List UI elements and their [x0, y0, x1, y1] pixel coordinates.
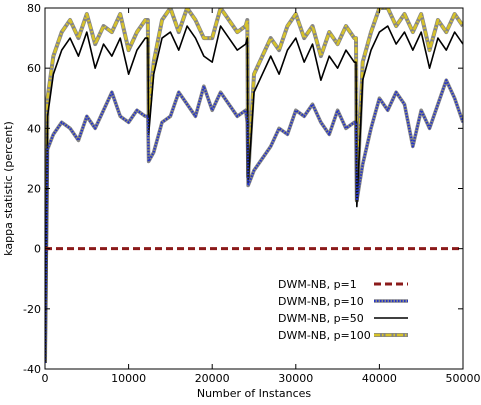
x-tick-label: 0	[42, 372, 49, 385]
series-outline-dwm-nb-p-100	[45, 8, 463, 363]
legend-label-dwm-nb-p-50: DWM-NB, p=50	[278, 312, 364, 325]
y-tick-label: 20	[27, 183, 41, 196]
y-tick-label: 0	[34, 243, 41, 256]
series-outline-dwm-nb-p-10	[45, 78, 463, 364]
y-tick-label: -40	[23, 363, 41, 376]
legend: DWM-NB, p=1 DWM-NB, p=10 DWM-NB, p=50 DWM-N…	[278, 278, 408, 342]
series-group	[45, 8, 463, 364]
legend-label-dwm-nb-p-1: DWM-NB, p=1	[278, 278, 357, 291]
x-tick-label: 20000	[195, 372, 230, 385]
y-tick-label: 80	[27, 2, 41, 15]
y-axis-label: kappa statistic (percent)	[2, 121, 15, 256]
x-tick-label: 10000	[111, 372, 146, 385]
plot-frame	[44, 7, 464, 370]
series-line-dwm-nb-p-10	[45, 79, 463, 363]
y-tick-label: 40	[27, 122, 41, 135]
legend-label-dwm-nb-p-100: DWM-NB, p=100	[278, 329, 371, 342]
x-tick-label: 50000	[446, 372, 481, 385]
y-tick-label: -20	[23, 303, 41, 316]
series-line-dwm-nb-p-100	[45, 8, 463, 363]
y-tick-label: 60	[27, 62, 41, 75]
x-tick-label: 40000	[362, 372, 397, 385]
x-axis-label: Number of Instances	[197, 387, 312, 400]
series-line-dwm-nb-p-50	[45, 25, 463, 363]
legend-label-dwm-nb-p-10: DWM-NB, p=10	[278, 295, 364, 308]
x-tick-label: 30000	[278, 372, 313, 385]
